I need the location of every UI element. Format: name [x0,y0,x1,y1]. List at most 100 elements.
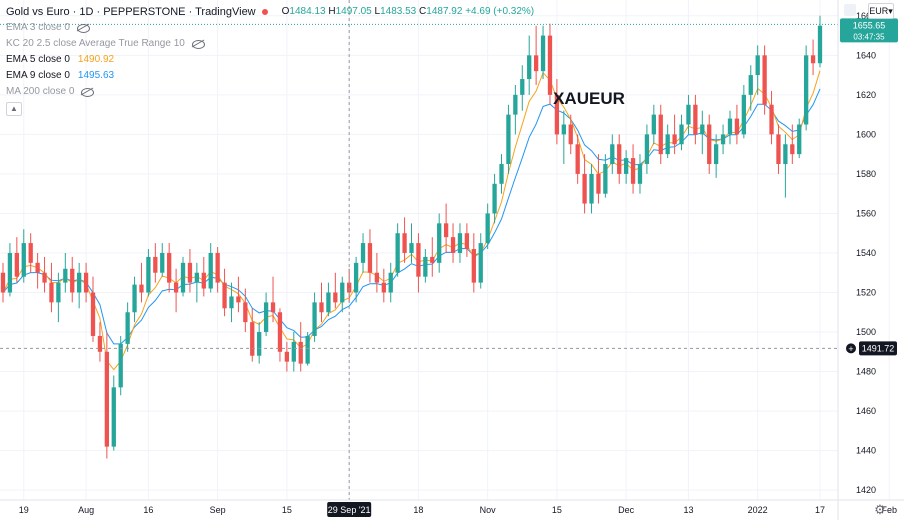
candle [14,237,19,283]
candle [381,268,386,303]
candle-body [277,312,283,352]
eye-hidden-icon[interactable] [81,87,95,97]
candle-body [734,118,740,135]
candle [270,276,276,323]
candle [783,134,788,198]
indicator-keltner[interactable]: KC 20 2.5 close Average True Range 10 [6,36,534,52]
candle-body [243,302,248,323]
y-tick-label: 1580 [856,169,876,179]
candle [374,252,380,293]
candle [160,243,165,277]
x-tick-label: 15 [552,505,562,515]
candle [284,341,290,372]
candle [326,282,331,317]
candle [623,150,629,184]
candle-body [395,233,400,273]
maximize-icon[interactable] [844,4,856,16]
y-tick-label: 1660 [856,11,876,21]
low-value: 1483.53 [380,6,417,17]
chevron-up-icon[interactable]: ▲ [6,102,22,116]
candle-body [63,268,68,283]
candle [83,262,89,303]
candle [679,114,684,151]
candle [35,252,40,289]
market-status-dot [261,9,268,15]
candle-body [187,262,193,283]
x-tick-highlight [327,502,372,517]
candle-body [305,335,310,364]
candle [367,229,373,283]
candle [153,243,158,283]
candle [817,15,823,68]
candle-body [810,55,816,64]
indicator-ema3[interactable]: EMA 3 close 0 [6,20,534,36]
candle [762,45,767,115]
candle-body [367,243,373,273]
indicator-ema9[interactable]: EMA 9 close 0 1495.63 [6,68,534,84]
candle-body [180,262,186,293]
indicator-value: 1495.63 [77,70,115,81]
gear-icon[interactable]: ⚙ [874,502,886,517]
candle-body [727,118,733,135]
candle [340,276,345,313]
candle [568,114,573,155]
candle [298,322,303,372]
x-tick-label: Sep [210,505,226,515]
eye-hidden-icon[interactable] [191,39,205,49]
candle [790,124,795,165]
indicator-name: KC 20 2.5 close Average True Range 10 [6,38,185,49]
eye-hidden-icon[interactable] [76,23,90,33]
candle-body [263,302,269,333]
candle-body [215,252,220,283]
x-tick-label: 29 Sep '21 [328,505,371,515]
candle-body [478,243,483,283]
candle-body [582,173,587,204]
y-tick-label: 1600 [856,129,876,139]
candle [443,203,449,253]
candle [575,134,580,184]
open-value: 1484.13 [289,6,326,17]
candle [672,114,677,155]
symbol-title[interactable]: Gold vs Euro · 1D · PEPPERSTONE · Tradin… [6,6,256,18]
candle-body [160,252,165,273]
y-tick-label: 1540 [856,248,876,258]
candle-body [672,134,677,145]
candle-body [644,134,650,165]
candle-body [561,124,566,135]
plus-icon[interactable] [846,343,856,354]
candle [395,223,400,277]
candle-body [443,223,449,238]
ohlc-values: O1484.13 H1497.05 L1483.53 C1487.92 +4.6… [282,4,535,20]
candle [132,276,137,323]
currency-selector[interactable]: EUR ▾ [868,3,894,19]
candle-body [132,284,137,313]
candle [520,65,525,111]
indicator-ma200[interactable]: MA 200 close 0 [6,84,534,100]
y-tick-label: 1420 [856,485,876,495]
candle [769,90,774,145]
candle-body [457,233,463,253]
close-label: C [419,6,427,17]
indicator-name: EMA 3 close 0 [6,22,70,33]
candle [755,45,760,95]
x-tick-label: 18 [413,505,423,515]
candle [478,233,483,289]
candle-body [284,351,290,362]
candle [741,84,746,139]
candle-body [513,94,518,115]
candle-body [430,256,435,263]
indicator-ema5[interactable]: EMA 5 close 0 1490.92 [6,52,534,68]
candle [617,134,622,184]
candle [693,94,698,145]
candle [547,23,553,105]
candle [70,256,75,303]
candle-body [610,144,615,165]
candle-body [229,296,234,309]
candle-body [617,144,622,174]
candle [243,288,248,333]
candle-body [700,124,705,135]
candle-body [208,252,213,289]
candle [0,262,6,303]
